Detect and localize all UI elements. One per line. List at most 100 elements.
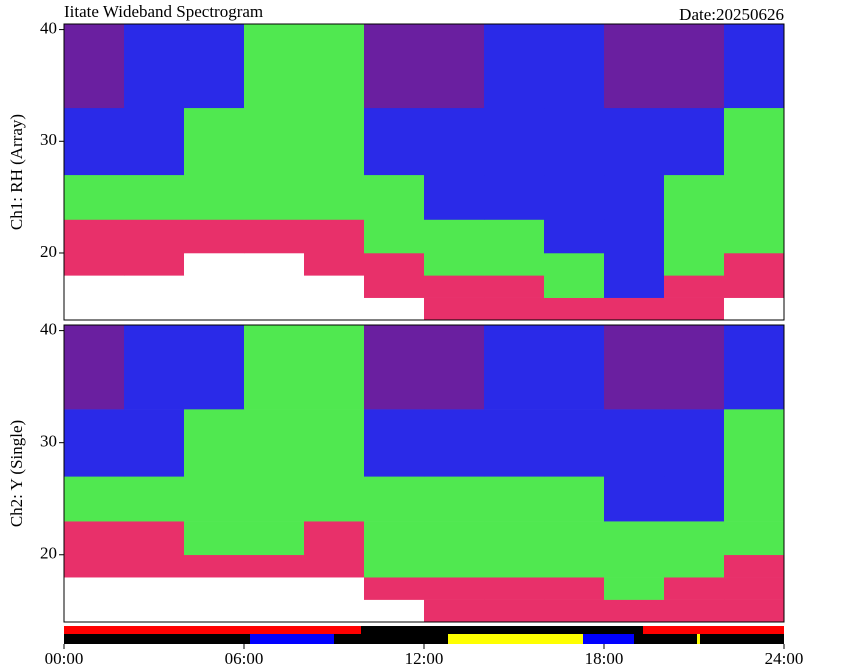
heatmap-cell bbox=[124, 554, 185, 578]
heatmap-cell bbox=[484, 599, 545, 623]
heatmap-cell bbox=[604, 275, 665, 298]
date-label: Date:20250626 bbox=[679, 5, 784, 24]
heatmap-cell bbox=[304, 107, 365, 176]
heatmap-cell bbox=[604, 252, 665, 276]
heatmap-cell bbox=[604, 554, 665, 578]
heatmap-cell bbox=[364, 325, 425, 410]
heatmap-cell bbox=[124, 521, 185, 556]
heatmap-cell bbox=[304, 275, 365, 298]
heatmap-cell bbox=[664, 297, 725, 321]
heatmap-cell bbox=[484, 24, 545, 109]
heatmap-cell bbox=[364, 577, 425, 600]
heatmap-cell bbox=[184, 252, 245, 276]
heatmap-cell bbox=[604, 577, 665, 600]
heatmap-cell bbox=[304, 577, 365, 600]
heatmap-cell bbox=[64, 174, 125, 220]
heatmap-cell bbox=[424, 521, 485, 556]
heatmap-cell bbox=[364, 24, 425, 109]
y-axis-label: Ch2: Y (Single) bbox=[7, 420, 26, 527]
heatmap-cell bbox=[484, 219, 545, 254]
heatmap-cell bbox=[604, 219, 665, 254]
heatmap-cell bbox=[364, 521, 425, 556]
heatmap-cell bbox=[364, 275, 425, 298]
heatmap-cell bbox=[424, 409, 485, 477]
heatmap-cell bbox=[244, 476, 305, 522]
y-tick-label: 30 bbox=[40, 130, 57, 149]
heatmap-cell bbox=[724, 174, 785, 220]
heatmap-cell bbox=[304, 554, 365, 578]
heatmap-cell bbox=[724, 24, 785, 109]
heatmap-cell bbox=[724, 476, 785, 522]
heatmap-cell bbox=[544, 174, 605, 220]
heatmap-cell bbox=[64, 24, 125, 109]
heatmap-cell bbox=[124, 252, 185, 276]
heatmap-cell bbox=[64, 297, 125, 321]
heatmap-cell bbox=[604, 521, 665, 556]
heatmap-cell bbox=[544, 325, 605, 410]
heatmap-cell bbox=[64, 275, 125, 298]
heatmap-cell bbox=[424, 275, 485, 298]
heatmap-cell bbox=[244, 24, 305, 109]
heatmap-cell bbox=[124, 275, 185, 298]
heatmap-cell bbox=[544, 476, 605, 522]
heatmap-cell bbox=[604, 409, 665, 477]
heatmap-cell bbox=[724, 107, 785, 176]
y-axis-label: Ch1: RH (Array) bbox=[7, 114, 26, 230]
heatmap-cell bbox=[64, 252, 125, 276]
heatmap-cell bbox=[244, 107, 305, 176]
heatmap-cell bbox=[64, 554, 125, 578]
heatmap-cell bbox=[724, 252, 785, 276]
heatmap-cell bbox=[604, 174, 665, 220]
heatmap-cell bbox=[484, 275, 545, 298]
y-tick-label: 20 bbox=[40, 242, 57, 261]
heatmap-cell bbox=[244, 409, 305, 477]
heatmap-cell bbox=[544, 577, 605, 600]
heatmap-cell bbox=[664, 174, 725, 220]
heatmap-cell bbox=[724, 297, 785, 321]
heatmap-cell bbox=[304, 24, 365, 109]
heatmap-cell bbox=[544, 409, 605, 477]
panel-frame bbox=[63, 23, 785, 321]
heatmap-cell bbox=[544, 521, 605, 556]
y-tick-label: 40 bbox=[40, 320, 57, 339]
heatmap-cell bbox=[544, 275, 605, 298]
heatmap-cell bbox=[664, 24, 725, 109]
heatmap-cell bbox=[424, 107, 485, 176]
panel-frame bbox=[63, 324, 785, 623]
heatmap-cell bbox=[664, 577, 725, 600]
x-tick-label: 00:00 bbox=[45, 649, 84, 668]
status-segment bbox=[361, 626, 643, 634]
heatmap-cell bbox=[664, 554, 725, 578]
y-tick-label: 20 bbox=[40, 544, 57, 563]
heatmap-cell bbox=[424, 24, 485, 109]
heatmap-cell bbox=[484, 409, 545, 477]
heatmap-cell bbox=[664, 476, 725, 522]
heatmap-cell bbox=[244, 174, 305, 220]
heatmap-cell bbox=[724, 409, 785, 477]
status-segment bbox=[334, 634, 448, 644]
heatmap-cell bbox=[424, 325, 485, 410]
heatmap-cell bbox=[184, 554, 245, 578]
status-segment bbox=[64, 634, 250, 644]
heatmap-cell bbox=[724, 275, 785, 298]
heatmap-cell bbox=[604, 325, 665, 410]
heatmap-cell bbox=[244, 554, 305, 578]
heatmap-cell bbox=[64, 325, 125, 410]
heatmap-cell bbox=[184, 219, 245, 254]
heatmap-cell bbox=[64, 107, 125, 176]
heatmap-cell bbox=[184, 174, 245, 220]
heatmap-cell bbox=[664, 409, 725, 477]
heatmap-cell bbox=[664, 275, 725, 298]
heatmap-cell bbox=[184, 107, 245, 176]
heatmap-cell bbox=[604, 476, 665, 522]
x-tick-label: 24:00 bbox=[765, 649, 804, 668]
y-tick-label: 40 bbox=[40, 18, 57, 37]
status-segment bbox=[634, 634, 697, 644]
heatmap-cell bbox=[544, 554, 605, 578]
heatmap-cell bbox=[724, 521, 785, 556]
heatmap-cell bbox=[244, 275, 305, 298]
heatmap-cell bbox=[724, 577, 785, 600]
heatmap-cell bbox=[124, 174, 185, 220]
heatmap-cell bbox=[364, 554, 425, 578]
heatmap-cell bbox=[604, 297, 665, 321]
